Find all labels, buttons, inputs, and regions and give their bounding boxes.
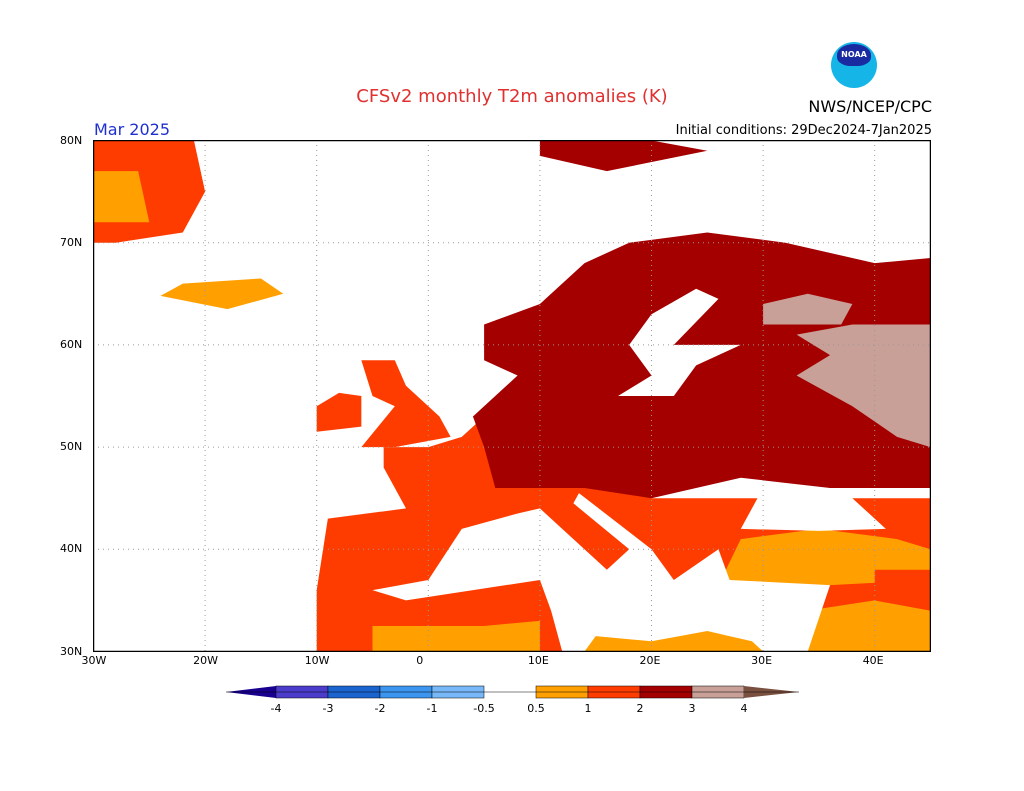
colorbar-label: 3 — [689, 702, 696, 715]
colorbar-label: -4 — [271, 702, 282, 715]
anomaly-region-0.5-1 — [93, 171, 150, 223]
anomaly-region-3-4 — [796, 324, 931, 448]
lat-tick-label: 60N — [60, 337, 83, 351]
colorbar-label: -3 — [323, 702, 334, 715]
valid-month: Mar 2025 — [94, 120, 170, 139]
anomaly-region-1-2 — [361, 360, 451, 448]
map-frame — [93, 140, 931, 652]
colorbar-label: 4 — [741, 702, 748, 715]
logo-text: NOAA — [841, 50, 867, 59]
lon-tick-label: 40E — [862, 654, 884, 667]
lon-tick-label: 0 — [416, 654, 424, 667]
colorbar-label: 2 — [637, 702, 644, 715]
lon-tick-label: 10W — [304, 654, 330, 667]
lon-tick-label: 20E — [639, 654, 661, 667]
anomaly-region-2-3 — [539, 140, 708, 172]
lon-tick-label: 20W — [193, 654, 218, 667]
anomaly-region-0.5-1 — [160, 278, 284, 310]
colorbar-label: 0.5 — [527, 702, 545, 715]
chart-title: CFSv2 monthly T2m anomalies (K) — [356, 86, 668, 107]
anomaly-region-1-2 — [316, 392, 362, 432]
initial-conditions: Initial conditions: 29Dec2024-7Jan2025 — [675, 123, 932, 138]
anomaly-region-3-4 — [763, 293, 853, 325]
lat-tick-label: 50N — [60, 440, 83, 454]
anomaly-region-0.5-1 — [372, 620, 540, 652]
anomaly-map — [93, 140, 931, 652]
anomaly-region-0.5-1 — [807, 600, 931, 652]
colorbar-label: 1 — [585, 702, 592, 715]
colorbar-label: -2 — [375, 702, 386, 715]
anomaly-region-sea — [740, 487, 886, 531]
noaa-logo: NOAA — [831, 42, 877, 88]
colorbar-label: -1 — [427, 702, 438, 715]
colorbar-label: -0.5 — [473, 702, 494, 715]
anomaly-region-1-2 — [874, 569, 931, 611]
anomaly-region-sea — [372, 493, 831, 652]
lat-tick-label: 70N — [60, 235, 83, 249]
lon-tick-label: 30E — [751, 654, 773, 667]
lat-tick-label: 30N — [60, 644, 83, 658]
anomaly-region-sea — [618, 288, 741, 396]
lat-tick-label: 80N — [60, 133, 83, 147]
lat-tick-label: 40N — [60, 542, 83, 556]
organization: NWS/NCEP/CPC — [808, 97, 932, 116]
colorbar: -4 -3 -2 -1 -0.5 0.5 1 2 3 4 — [226, 685, 799, 715]
lon-tick-label: 30W — [81, 654, 107, 667]
lon-tick-label: 10E — [527, 654, 549, 667]
anomaly-region-0.5-1 — [584, 631, 764, 652]
